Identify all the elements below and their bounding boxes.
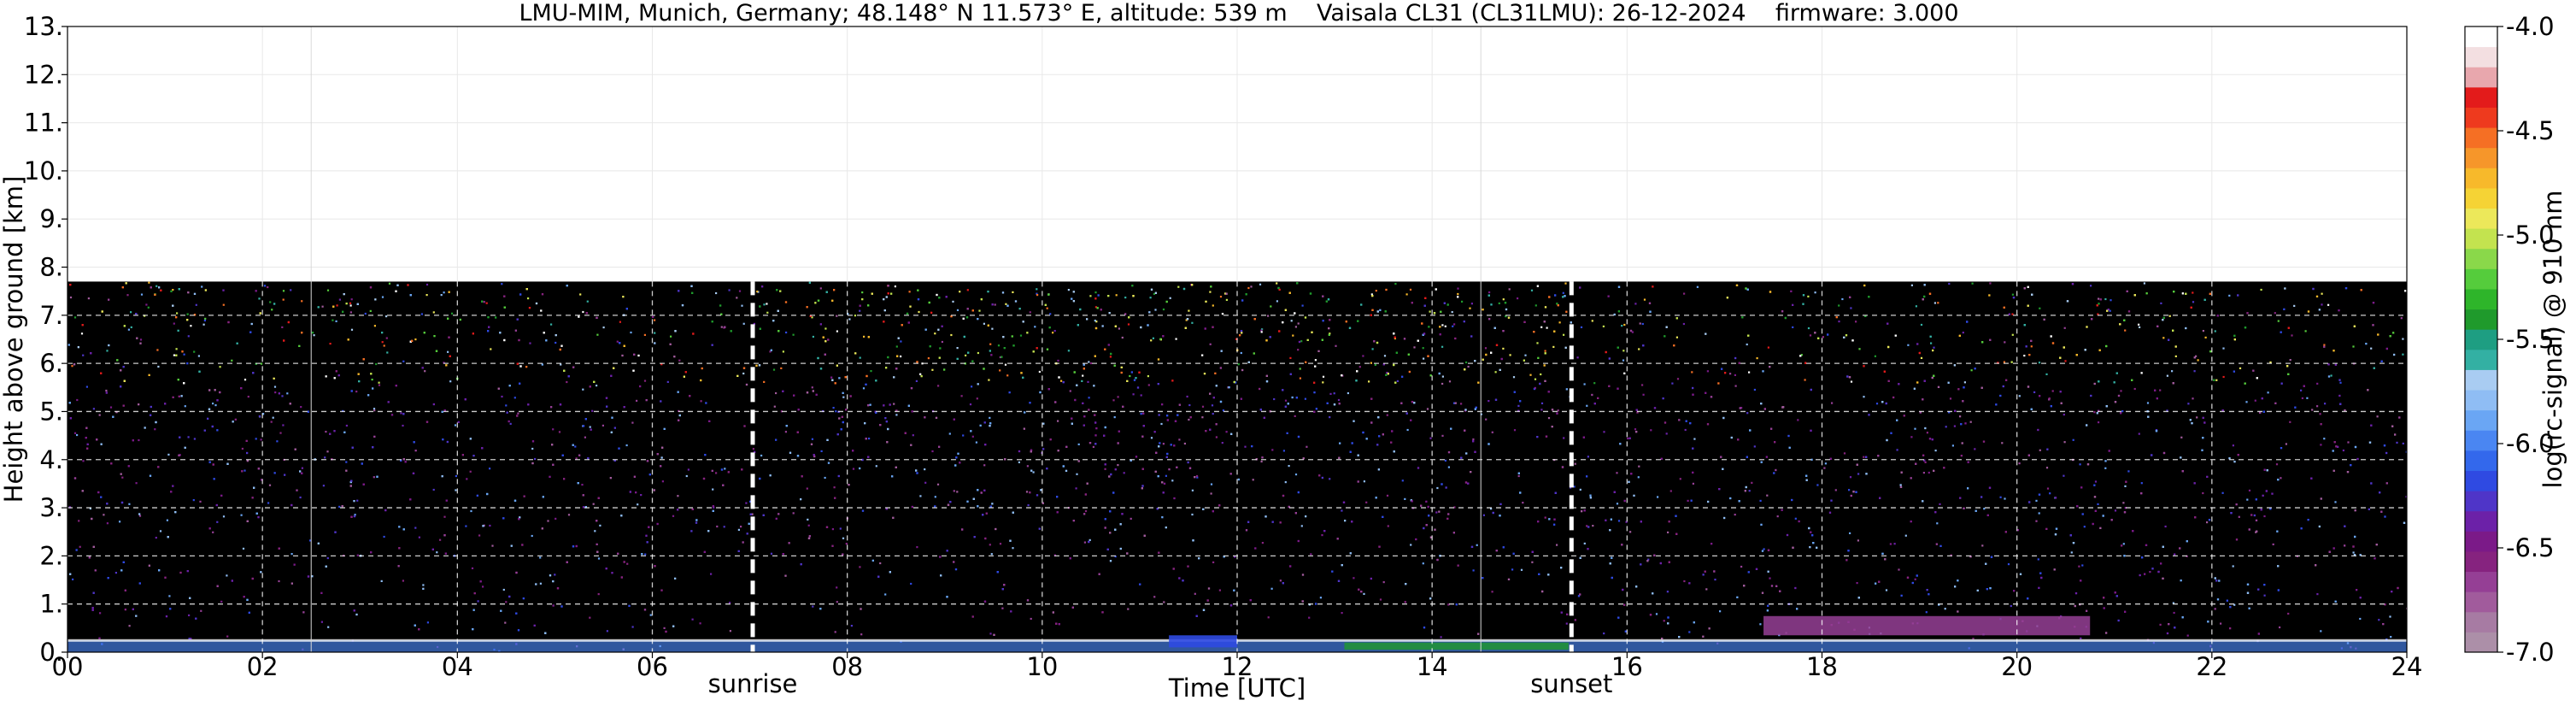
colorbar-swatch: [2465, 187, 2497, 209]
x-tick-label: 20: [2001, 652, 2033, 681]
colorbar-swatch: [2465, 591, 2497, 613]
colorbar-swatch: [2465, 67, 2497, 88]
y-tick-label: 11.: [24, 109, 63, 138]
y-tick-label: 8.: [39, 253, 63, 282]
colorbar-swatch: [2465, 470, 2497, 491]
colorbar-swatch: [2465, 409, 2497, 431]
y-tick-label: 2.: [39, 541, 63, 570]
plot-area: [67, 26, 2408, 653]
grid-lines: [67, 26, 2407, 652]
colorbar-swatch: [2465, 147, 2497, 168]
colorbar-swatch: [2465, 26, 2497, 48]
x-tick-label: 02: [247, 652, 279, 681]
colorbar-swatch: [2465, 268, 2497, 290]
colorbar-swatch: [2465, 46, 2497, 68]
y-tick-label: 4.: [39, 445, 63, 474]
colorbar-swatch: [2465, 349, 2497, 370]
colorbar-swatch: [2465, 288, 2497, 310]
colorbar-tick-label: -4.5: [2506, 116, 2555, 145]
colorbar-label: log(rc-signal) @ 910 nm: [2538, 191, 2567, 489]
colorbar-swatch: [2465, 248, 2497, 269]
backscatter-heatmap: [67, 281, 2407, 652]
colorbar-swatch: [2465, 369, 2497, 391]
colorbar-swatch: [2465, 309, 2497, 330]
colorbar-tick-label: -4.0: [2506, 12, 2555, 41]
x-tick-label: 08: [831, 652, 863, 681]
colorbar-tick-label: -6.0: [2506, 429, 2555, 458]
x-tick-label: 24: [2391, 652, 2423, 681]
colorbar-swatch: [2465, 632, 2497, 653]
y-tick-label: 13.: [24, 12, 63, 41]
y-tick-label: 3.: [39, 493, 63, 522]
x-tick-label: 00: [52, 652, 84, 681]
x-axis-label: Time [UTC]: [1168, 674, 1306, 703]
colorbar-swatch: [2465, 611, 2497, 632]
colorbar-tick-label: -6.5: [2506, 533, 2555, 562]
colorbar-swatch: [2465, 450, 2497, 471]
chart-title: LMU-MIM, Munich, Germany; 48.148° N 11.5…: [519, 0, 1958, 26]
y-axis: 0. 1. 2. 3. 4. 5. 6. 7. 8. 9. 10. 11. 12. 13.: [24, 12, 67, 667]
x-tick-label: 12: [1222, 652, 1253, 681]
y-tick-label: 1.: [39, 590, 63, 619]
colorbar-swatch: [2465, 228, 2497, 250]
x-tick-label: 06: [637, 652, 668, 681]
y-axis-label: Height above ground [km]: [0, 176, 28, 503]
colorbar-tick-label: -5.5: [2506, 325, 2555, 354]
colorbar-swatch: [2465, 571, 2497, 592]
colorbar-swatch: [2465, 390, 2497, 411]
x-tick-label: 22: [2196, 652, 2227, 681]
colorbar-swatch: [2465, 491, 2497, 512]
sunset-label: sunset: [1530, 669, 1612, 698]
y-tick-label: 9.: [39, 204, 63, 233]
x-tick-label: 18: [1806, 652, 1838, 681]
colorbar-swatch: [2465, 430, 2497, 451]
colorbar-tick-label: -5.0: [2506, 221, 2555, 250]
x-tick-label: 04: [442, 652, 473, 681]
y-tick-label: 6.: [39, 349, 63, 378]
y-tick-label: 0.: [39, 638, 63, 667]
x-tick-label: 14: [1417, 652, 1448, 681]
x-tick-label: 16: [1611, 652, 1643, 681]
colorbar-swatch: [2465, 86, 2497, 108]
colorbar-swatch: [2465, 168, 2497, 189]
colorbar-swatch: [2465, 550, 2497, 573]
x-tick-label: 10: [1026, 652, 1058, 681]
colorbar: -4.0 -4.5 -5.0 -5.5 -6.0 -6.5 -7.0: [2464, 12, 2555, 667]
colorbar-swatch: [2465, 208, 2497, 229]
y-tick-label: 5.: [39, 397, 63, 426]
sunrise-label: sunrise: [708, 669, 798, 698]
colorbar-swatch: [2465, 510, 2497, 532]
colorbar-swatch: [2465, 329, 2497, 350]
colorbar-swatch: [2465, 107, 2497, 128]
colorbar-swatch: [2465, 531, 2497, 552]
y-tick-label: 12.: [24, 60, 63, 89]
y-tick-label: 10.: [24, 156, 63, 185]
y-tick-label: 7.: [39, 301, 63, 330]
colorbar-tick-label: -7.0: [2506, 638, 2555, 667]
x-axis: sunrise sunset 00 02 04 06 08 10 12 14 16 18 20 22 24: [52, 652, 2423, 698]
sun-markers: [750, 281, 1574, 652]
colorbar-swatch: [2465, 127, 2497, 149]
signal-background: [67, 281, 2407, 652]
